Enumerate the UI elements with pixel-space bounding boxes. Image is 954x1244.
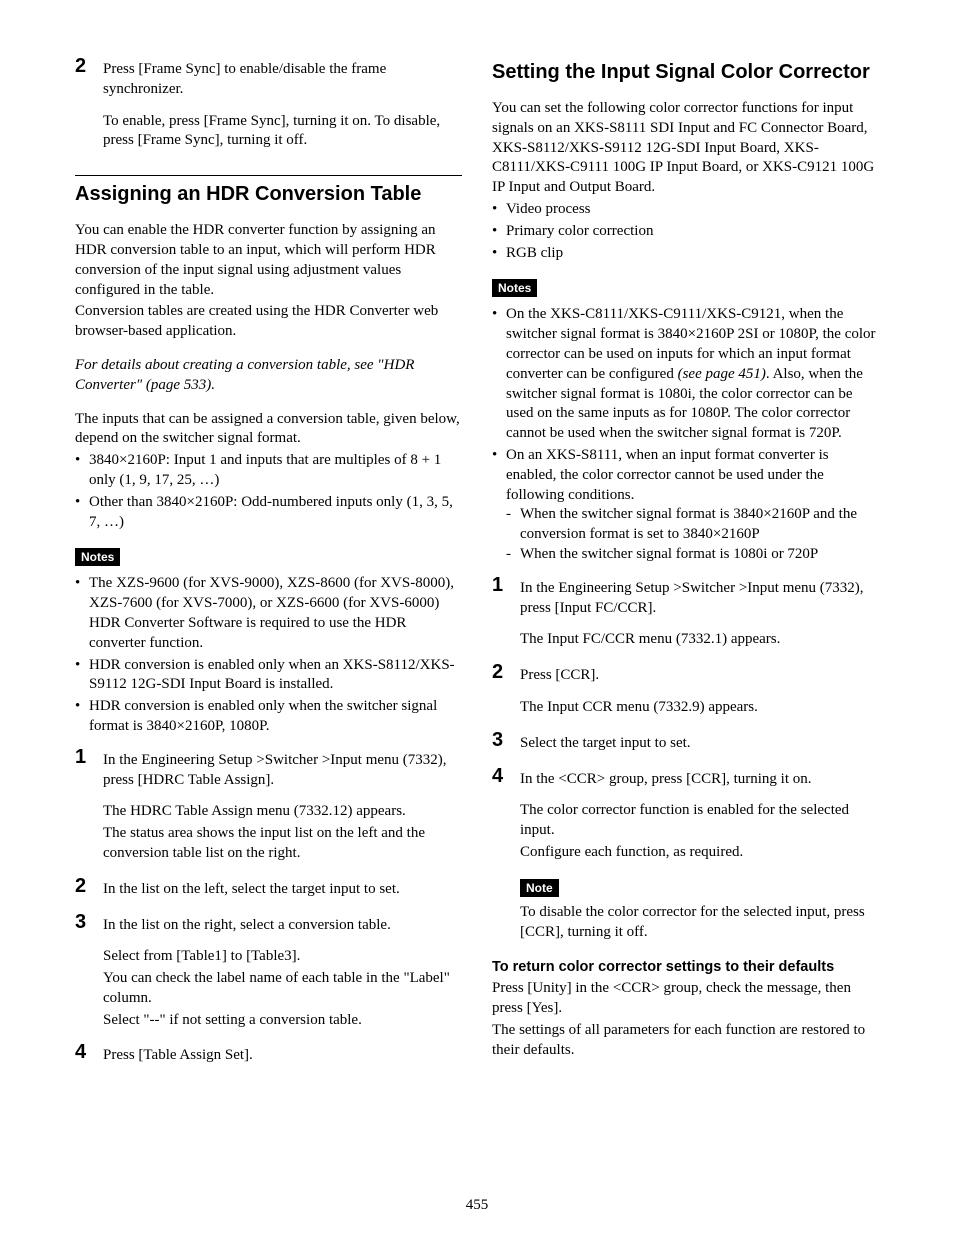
page-reference: (see page 451) [678,366,766,382]
notes-label: Notes [492,279,537,297]
ccr-step-3: 3 Select the target input to set. [492,734,879,754]
note-item: On an XKS-S8111, when an input format co… [492,446,879,565]
ccr-step-4: 4 In the <CCR> group, press [CCR], turni… [492,770,879,943]
ccr-paragraph-1: You can set the following color correcto… [492,99,879,198]
step-result: The Input FC/CCR menu (7332.1) appears. [520,630,879,650]
note-item: HDR conversion is enabled only when the … [75,697,462,737]
step-result: Select "--" if not setting a conversion … [103,1011,462,1031]
hdr-step-2: 2 In the list on the left, select the ta… [75,880,462,900]
step-number: 4 [75,1042,86,1062]
ccr-step-2: 2 Press [CCR]. The Input CCR menu (7332.… [492,666,879,718]
defaults-paragraph-2: The settings of all parameters for each … [492,1021,879,1061]
note-item: The XZS-9600 (for XVS-9000), XZS-8600 (f… [75,574,462,653]
step-body: Press [CCR]. [520,666,879,686]
bullet-item: 3840×2160P: Input 1 and inputs that are … [75,451,462,491]
step-body: In the Engineering Setup >Switcher >Inpu… [520,579,879,619]
ccr-notes-bullets: On the XKS-C8111/XKS-C9111/XKS-C9121, wh… [492,305,879,564]
step-number: 3 [75,912,86,932]
ccr-steps: 1 In the Engineering Setup >Switcher >In… [492,579,879,943]
hdr-step-3: 3 In the list on the right, select a con… [75,916,462,1031]
note-body: To disable the color corrector for the s… [520,903,879,943]
step-body: In the <CCR> group, press [CCR], turning… [520,770,879,790]
notes-label: Notes [75,548,120,566]
note-text: On an XKS-S8111, when an input format co… [506,447,829,503]
step-result: You can check the label name of each tab… [103,969,462,1009]
hdr-paragraph-3: The inputs that can be assigned a conver… [75,410,462,450]
defaults-subheading: To return color corrector settings to th… [492,958,879,977]
step-result: The Input CCR menu (7332.9) appears. [520,698,879,718]
hdr-notes-bullets: The XZS-9600 (for XVS-9000), XZS-8600 (f… [75,574,462,736]
step-result: The color corrector function is enabled … [520,801,879,841]
step-number: 2 [75,876,86,896]
step-number: 1 [75,747,86,767]
two-column-layout: 2 Press [Frame Sync] to enable/disable t… [75,60,879,1140]
step-number: 2 [492,662,503,682]
note-item: On the XKS-C8111/XKS-C9111/XKS-C9121, wh… [492,305,879,444]
step-body: Press [Frame Sync] to enable/disable the… [103,60,462,100]
defaults-paragraph-1: Press [Unity] in the <CCR> group, check … [492,979,879,1019]
note-label: Note [520,879,559,897]
bullet-item: Primary color correction [492,222,879,242]
hdr-steps: 1 In the Engineering Setup >Switcher >In… [75,751,462,1067]
hdr-reference-text: For details about creating a conversion … [75,357,414,393]
ccr-section-heading: Setting the Input Signal Color Corrector [492,60,879,85]
hdr-input-bullets: 3840×2160P: Input 1 and inputs that are … [75,451,462,532]
note-item: HDR conversion is enabled only when an X… [75,656,462,696]
step-result: Select from [Table1] to [Table3]. [103,947,462,967]
step-number: 1 [492,575,503,595]
step-body: Select the target input to set. [520,734,879,754]
hdr-section-heading: Assigning an HDR Conversion Table [75,182,462,207]
step-result: To enable, press [Frame Sync], turning i… [103,112,462,152]
step-number: 4 [492,766,503,786]
hdr-paragraph-2: Conversion tables are created using the … [75,302,462,342]
sub-note-item: When the switcher signal format is 1080i… [506,545,879,565]
ccr-function-bullets: Video process Primary color correction R… [492,200,879,263]
step-body: Press [Table Assign Set]. [103,1046,462,1066]
page-number: 455 [0,1197,954,1214]
step-number: 2 [75,56,86,76]
hdr-step-1: 1 In the Engineering Setup >Switcher >In… [75,751,462,864]
step-body: In the list on the left, select the targ… [103,880,462,900]
hdr-step-4: 4 Press [Table Assign Set]. [75,1046,462,1066]
step-result: Configure each function, as required. [520,843,879,863]
bullet-item: RGB clip [492,244,879,264]
step-number: 3 [492,730,503,750]
ccr-step-1: 1 In the Engineering Setup >Switcher >In… [492,579,879,650]
step-result: The HDRC Table Assign menu (7332.12) app… [103,802,462,822]
hdr-paragraph-1: You can enable the HDR converter functio… [75,221,462,300]
step-frame-sync-2: 2 Press [Frame Sync] to enable/disable t… [75,60,462,151]
sub-note-item: When the switcher signal format is 3840×… [506,505,879,545]
bullet-item: Other than 3840×2160P: Odd-numbered inpu… [75,493,462,533]
section-rule [75,175,462,176]
step-body: In the Engineering Setup >Switcher >Inpu… [103,751,462,791]
frame-sync-steps: 2 Press [Frame Sync] to enable/disable t… [75,60,462,151]
step-result: The status area shows the input list on … [103,824,462,864]
page-container: 2 Press [Frame Sync] to enable/disable t… [0,0,954,1244]
bullet-item: Video process [492,200,879,220]
hdr-reference: For details about creating a conversion … [75,356,462,396]
note-sub-list: When the switcher signal format is 3840×… [506,505,879,564]
step-body: In the list on the right, select a conve… [103,916,462,936]
